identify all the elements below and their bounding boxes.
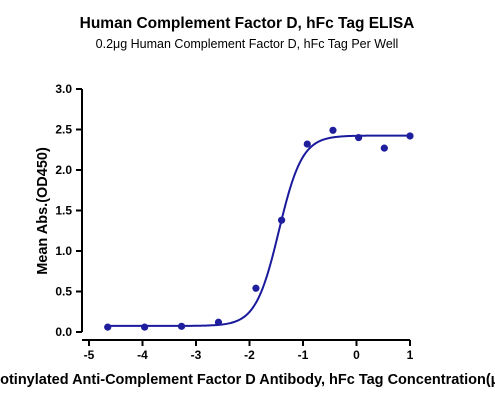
- x-tick-label: 1: [407, 348, 414, 362]
- data-point: [141, 323, 149, 331]
- y-tick-label: 3.0: [55, 82, 72, 96]
- x-axis-label: Log Biotinylated Anti-Complement Factor …: [0, 372, 495, 388]
- x-tick-label: -1: [298, 348, 309, 362]
- x-tick-label: -3: [191, 348, 202, 362]
- y-tick-label: 1.5: [55, 204, 72, 218]
- chart-subtitle: 0.2μg Human Complement Factor D, hFc Tag…: [96, 37, 399, 51]
- data-point: [104, 323, 112, 331]
- data-point: [252, 284, 260, 292]
- data-points: [104, 126, 414, 331]
- data-point: [303, 140, 311, 148]
- y-ticks: 0.0 0.5 1.0 1.5 2.0 2.5 3.0: [55, 82, 82, 339]
- y-tick-label: 0.5: [55, 285, 72, 299]
- fit-curve: [107, 134, 410, 327]
- data-point: [177, 322, 186, 330]
- data-point: [278, 216, 286, 224]
- data-point: [214, 318, 223, 326]
- x-tick-label: 0: [353, 348, 360, 362]
- data-point: [406, 132, 414, 140]
- y-axis-label: Mean Abs.(OD450): [35, 147, 51, 275]
- x-tick-label: -5: [84, 348, 95, 362]
- chart-title: Human Complement Factor D, hFc Tag ELISA: [80, 15, 415, 32]
- y-tick-label: 0.0: [55, 325, 72, 339]
- x-tick-label: -2: [244, 348, 255, 362]
- y-tick-label: 2.0: [55, 163, 72, 177]
- y-tick-label: 2.5: [55, 123, 72, 137]
- y-tick-label: 1.0: [55, 244, 72, 258]
- data-point: [380, 144, 388, 152]
- x-tick-label: -4: [137, 348, 148, 362]
- x-ticks: -5 -4 -3 -2 -1 0 1: [84, 340, 414, 362]
- data-point: [355, 134, 363, 142]
- data-point: [329, 126, 337, 134]
- axes: [81, 89, 410, 341]
